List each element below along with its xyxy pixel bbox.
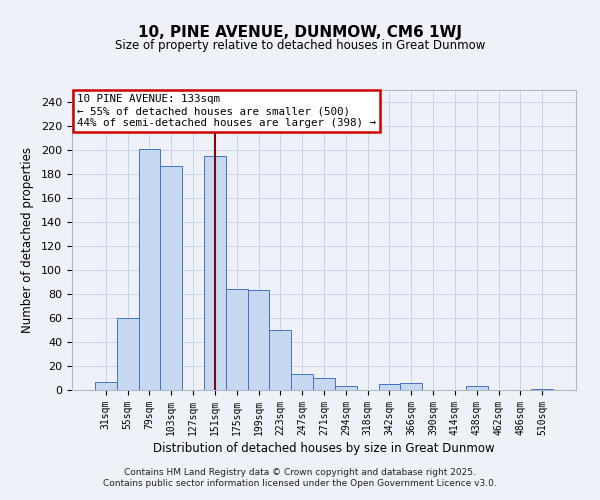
Bar	[335, 386, 357, 390]
Text: 10, PINE AVENUE, DUNMOW, CM6 1WJ: 10, PINE AVENUE, DUNMOW, CM6 1WJ	[138, 25, 462, 40]
Text: Size of property relative to detached houses in Great Dunmow: Size of property relative to detached ho…	[115, 38, 485, 52]
Bar	[466, 386, 488, 390]
Bar	[313, 378, 335, 390]
Bar	[160, 166, 182, 390]
X-axis label: Distribution of detached houses by size in Great Dunmow: Distribution of detached houses by size …	[153, 442, 495, 455]
Text: 10 PINE AVENUE: 133sqm
← 55% of detached houses are smaller (500)
44% of semi-de: 10 PINE AVENUE: 133sqm ← 55% of detached…	[77, 94, 376, 128]
Bar	[95, 382, 117, 390]
Text: Contains public sector information licensed under the Open Government Licence v3: Contains public sector information licen…	[103, 480, 497, 488]
Bar	[291, 374, 313, 390]
Bar	[204, 156, 226, 390]
Y-axis label: Number of detached properties: Number of detached properties	[21, 147, 34, 333]
Bar	[117, 318, 139, 390]
Bar	[400, 383, 422, 390]
Bar	[269, 330, 291, 390]
Text: Contains HM Land Registry data © Crown copyright and database right 2025.: Contains HM Land Registry data © Crown c…	[124, 468, 476, 477]
Bar	[531, 389, 553, 390]
Bar	[379, 384, 400, 390]
Bar	[226, 289, 248, 390]
Bar	[248, 290, 269, 390]
Bar	[139, 149, 160, 390]
